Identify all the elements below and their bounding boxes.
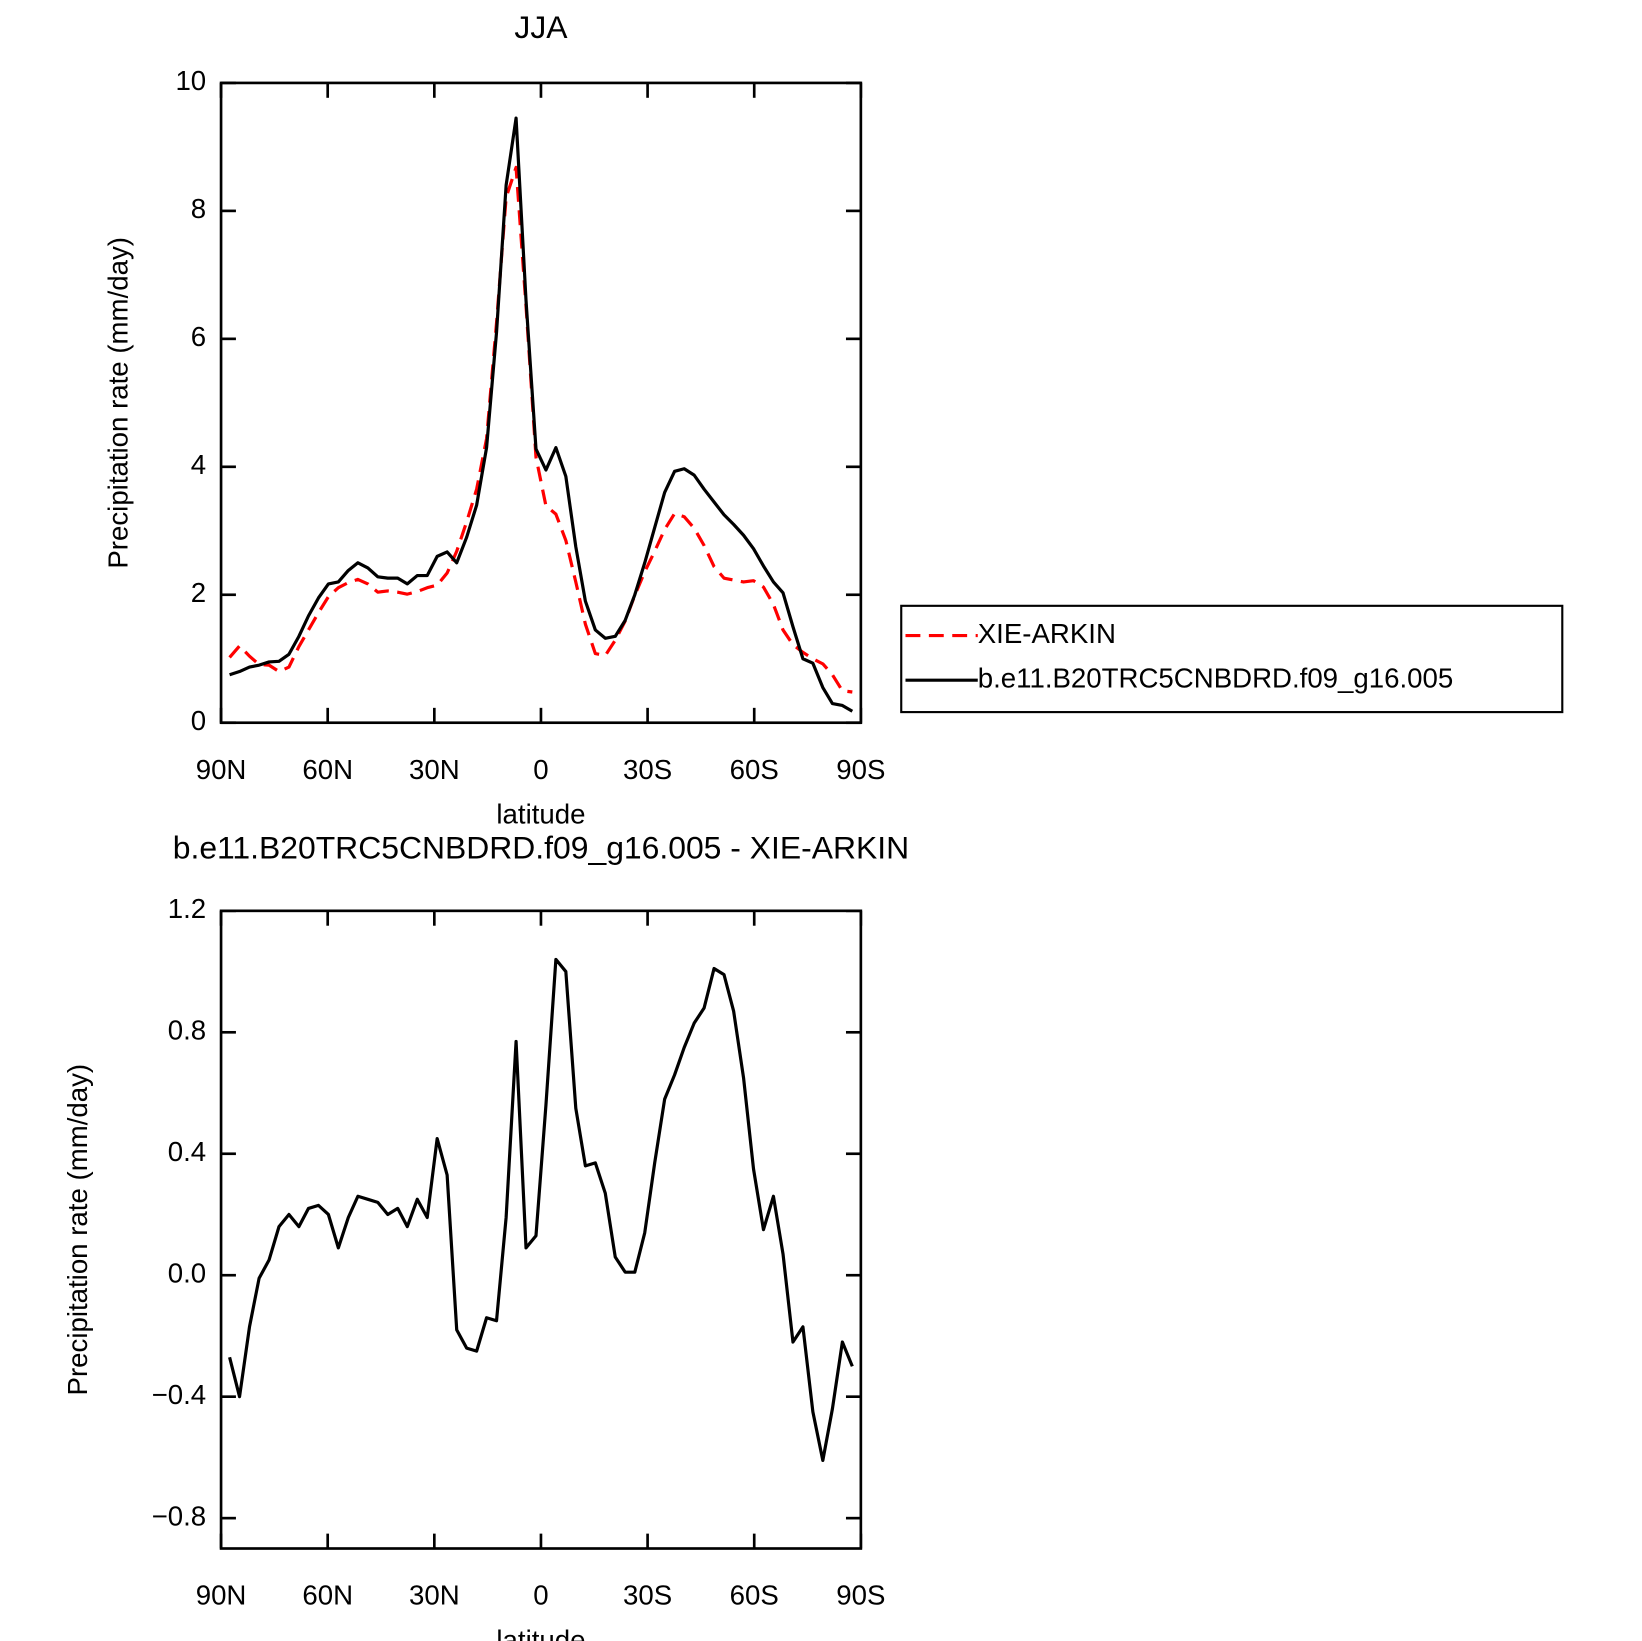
series-line	[228, 957, 854, 1463]
plot-frame	[219, 909, 863, 1550]
y-tick-label: 1.2	[168, 893, 206, 924]
y-axis-label: Precipitation rate (mm/day)	[62, 1064, 93, 1396]
y-tick-label: 4	[191, 449, 206, 480]
plot-frame	[219, 81, 863, 725]
y-tick-label: 10	[175, 65, 206, 96]
legend-label: XIE-ARKIN	[978, 618, 1116, 649]
x-tick-label: 0	[533, 754, 548, 785]
y-axis-label: Precipitation rate (mm/day)	[102, 237, 133, 569]
series-line	[228, 165, 853, 694]
x-tick-label: 30N	[409, 754, 460, 785]
legend-label: b.e11.B20TRC5CNBDRD.f09_g16.005	[978, 663, 1454, 694]
x-tick-label: 0	[533, 1580, 548, 1611]
x-tick-label: 60N	[302, 754, 353, 785]
x-tick-label: 30S	[623, 1580, 672, 1611]
y-tick-label: 0.0	[168, 1258, 206, 1289]
x-tick-label: 30N	[409, 1580, 460, 1611]
chart-title: b.e11.B20TRC5CNBDRD.f09_g16.005 - XIE-AR…	[173, 830, 909, 866]
x-tick-label: 30S	[623, 754, 672, 785]
y-tick-label: 0.8	[168, 1015, 206, 1046]
y-tick-label: 0	[191, 705, 206, 736]
y-tick-label: 2	[191, 577, 206, 608]
y-tick-label: 6	[191, 321, 206, 352]
y-tick-label: 0.4	[168, 1136, 206, 1167]
x-tick-label: 90S	[836, 754, 885, 785]
legend-box	[900, 604, 1564, 714]
x-tick-label: 90N	[196, 754, 247, 785]
chart-title: JJA	[514, 9, 568, 45]
y-tick-label: −0.8	[152, 1500, 207, 1531]
x-tick-label: 60N	[302, 1580, 353, 1611]
x-axis-label: latitude	[496, 799, 585, 830]
x-axis-label: latitude	[496, 1624, 585, 1641]
x-tick-label: 90S	[836, 1580, 885, 1611]
x-tick-label: 60S	[730, 1580, 779, 1611]
series-line	[229, 116, 854, 713]
y-tick-label: 8	[191, 193, 206, 224]
x-tick-label: 90N	[196, 1580, 247, 1611]
y-tick-label: −0.4	[152, 1379, 207, 1410]
x-tick-label: 60S	[730, 754, 779, 785]
